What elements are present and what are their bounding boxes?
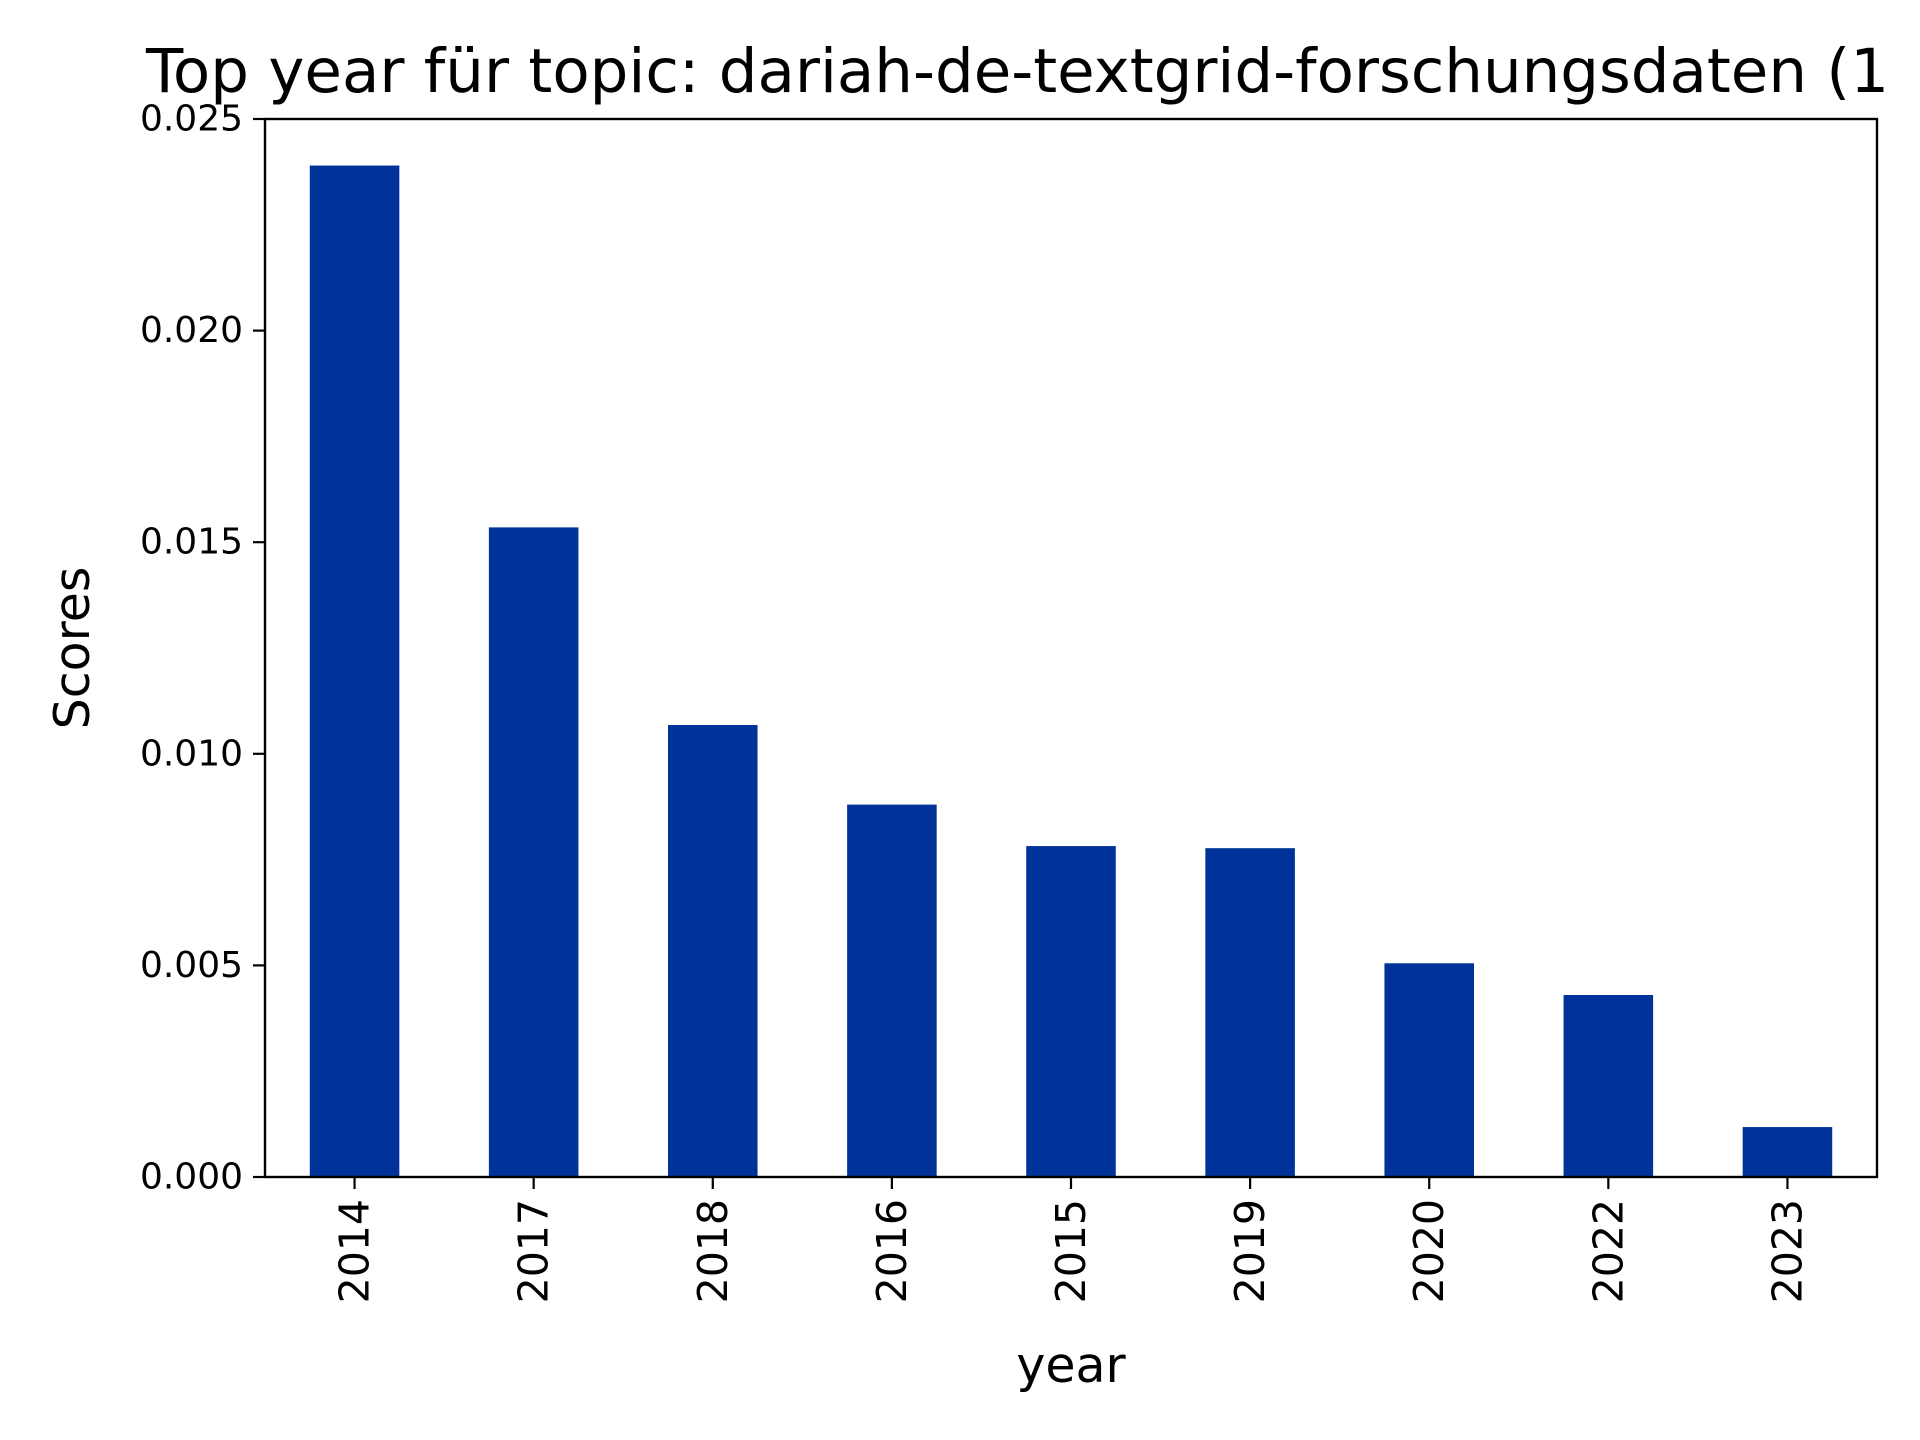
bars	[309, 165, 1833, 1177]
x-axis: 2014 2017 2018 2016 2015 2019 2020 2022 2023	[331, 1177, 1811, 1303]
x-tick-label-2014: 2014	[331, 1199, 379, 1303]
y-tick-label-0.010: 0.010	[140, 733, 243, 774]
x-tick-label-2023: 2023	[1763, 1199, 1811, 1303]
bar-2014	[309, 165, 400, 1177]
x-tick-label-2018: 2018	[689, 1199, 737, 1303]
x-tick-label-2015: 2015	[1047, 1199, 1095, 1303]
y-axis-label: Scores	[44, 567, 101, 730]
x-tick-label-2016: 2016	[868, 1199, 916, 1303]
bar-2023	[1742, 1127, 1833, 1177]
bar-2017	[488, 527, 579, 1177]
x-tick-label-2019: 2019	[1226, 1199, 1274, 1303]
bar-2015	[1026, 846, 1116, 1177]
y-tick-label-0.020: 0.020	[140, 310, 243, 351]
bar-2019	[1205, 848, 1295, 1177]
chart-title: Top year für topic: dariah-de-textgrid-f…	[145, 36, 1889, 107]
y-tick-label-0.005: 0.005	[140, 945, 243, 986]
x-tick-label-2017: 2017	[510, 1199, 558, 1303]
y-tick-label-0.015: 0.015	[140, 522, 243, 563]
bar-2018	[668, 725, 758, 1177]
plot-frame	[263, 117, 1879, 1179]
x-tick-label-2020: 2020	[1405, 1199, 1453, 1303]
y-tick-label-0.000: 0.000	[140, 1157, 243, 1198]
y-axis: 0.000 0.005 0.010 0.015 0.020 0.025	[140, 99, 265, 1198]
x-tick-label-2022: 2022	[1584, 1199, 1632, 1303]
x-axis-label: year	[1016, 1337, 1126, 1394]
y-tick-label-0.025: 0.025	[140, 99, 243, 140]
bar-2020	[1384, 963, 1474, 1177]
bar-2022	[1563, 995, 1654, 1177]
bar-2016	[847, 804, 937, 1177]
